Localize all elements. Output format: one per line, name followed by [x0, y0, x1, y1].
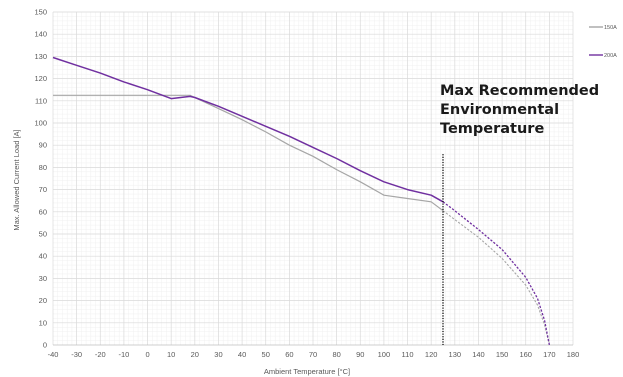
y-tick-label: 50 — [39, 230, 47, 239]
x-tick-label: -10 — [118, 350, 129, 359]
x-tick-label: 100 — [378, 350, 391, 359]
x-tick-label: 10 — [167, 350, 175, 359]
y-tick-label: 140 — [34, 30, 47, 39]
x-tick-label: 70 — [309, 350, 317, 359]
x-tick-label: 60 — [285, 350, 293, 359]
y-tick-label: 70 — [39, 185, 47, 194]
annotation-group: Max Recommended Environmental Temperature — [440, 83, 599, 345]
y-tick-label: 10 — [39, 318, 47, 327]
x-tick-label: -30 — [71, 350, 82, 359]
series-line-dashed-150a — [442, 210, 550, 346]
x-tick-label: 80 — [332, 350, 340, 359]
x-tick-label: -40 — [48, 350, 59, 359]
x-axis-title: Ambient Temperature [°C] — [264, 367, 350, 376]
x-tick-label: 120 — [425, 350, 438, 359]
y-tick-label: 110 — [35, 96, 47, 105]
annotation-text-line: Temperature — [440, 121, 544, 137]
annotation-text-line: Max Recommended — [440, 83, 599, 99]
x-tick-labels: -40 -30 -20 -10 0 10 20 30 40 50 60 70 80 90 100 110 120… — [48, 350, 580, 359]
x-tick-label: 130 — [449, 350, 462, 359]
y-tick-label: 100 — [34, 119, 47, 128]
x-tick-label: -20 — [95, 350, 106, 359]
x-tick-label: 180 — [567, 350, 580, 359]
x-tick-label: 170 — [543, 350, 556, 359]
y-tick-label: 80 — [39, 163, 47, 172]
y-tick-label: 130 — [34, 52, 47, 61]
x-tick-label: 90 — [356, 350, 364, 359]
y-tick-label: 150 — [34, 8, 47, 17]
y-tick-labels: 0 10 20 30 40 50 60 70 80 90 100 110 120 130 140 150 — [34, 8, 47, 350]
x-tick-label: 30 — [214, 350, 222, 359]
annotation-text-line: Environmental — [440, 102, 559, 118]
x-tick-label: 40 — [238, 350, 246, 359]
series-line-150a — [53, 94, 444, 212]
x-tick-label: 50 — [262, 350, 270, 359]
series-line-dashed-200a — [442, 201, 551, 346]
grid — [52, 11, 574, 346]
x-tick-label: 150 — [496, 350, 509, 359]
y-tick-label: 120 — [34, 74, 47, 83]
y-tick-label: 40 — [39, 252, 47, 261]
y-axis-title: Max. Allowed Current Load [A] — [12, 129, 21, 230]
series-line-200a — [52, 56, 444, 203]
legend-label-200a: 200A — [604, 53, 617, 59]
x-tick-label: 0 — [145, 350, 149, 359]
legend-label-150a: 150A — [604, 25, 617, 31]
x-tick-label: 140 — [472, 350, 485, 359]
x-tick-label: 110 — [402, 350, 414, 359]
series-group — [52, 56, 551, 346]
legend: 150A 200A — [589, 25, 617, 59]
y-tick-label: 60 — [39, 207, 47, 216]
y-tick-label: 30 — [39, 274, 47, 283]
y-tick-label: 90 — [39, 141, 47, 150]
y-tick-label: 0 — [43, 341, 47, 350]
y-tick-label: 20 — [39, 296, 47, 305]
x-tick-label: 160 — [519, 350, 532, 359]
x-tick-label: 20 — [191, 350, 199, 359]
